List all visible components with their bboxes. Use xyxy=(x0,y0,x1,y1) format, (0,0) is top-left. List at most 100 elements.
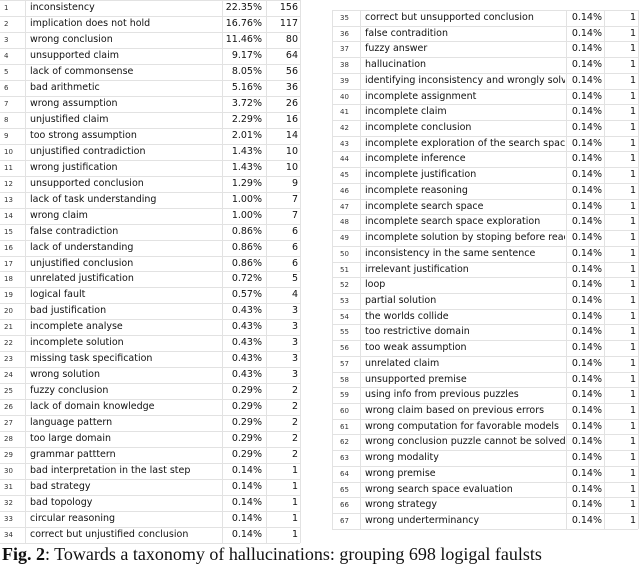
row-rule xyxy=(0,511,300,513)
row-rule xyxy=(0,63,300,65)
row-number: 15 xyxy=(4,227,13,236)
percentage: 0.14% xyxy=(571,342,602,354)
row-number: 53 xyxy=(340,296,349,305)
percentage: 0.14% xyxy=(571,467,602,479)
row-number: 59 xyxy=(340,391,349,400)
percentage: 0.14% xyxy=(571,43,602,55)
count: 1 xyxy=(629,294,636,306)
percentage: 0.14% xyxy=(231,529,262,540)
percentage: 0.14% xyxy=(571,326,602,338)
percentage: 0.14% xyxy=(571,483,602,495)
row-number: 47 xyxy=(340,202,349,211)
category-label: unjustified conclusion xyxy=(30,257,134,269)
percentage: 1.00% xyxy=(231,193,262,205)
count: 26 xyxy=(285,97,298,109)
row-number: 7 xyxy=(4,99,9,108)
count: 2 xyxy=(291,401,298,413)
row-number: 31 xyxy=(4,483,13,492)
category-label: incomplete assignment xyxy=(365,90,477,102)
count: 1 xyxy=(629,27,636,39)
percentage: 0.29% xyxy=(231,449,262,461)
count: 156 xyxy=(279,2,298,13)
percentage: 0.14% xyxy=(571,405,602,416)
category-label: correct but unsupported conclusion xyxy=(365,12,534,23)
category-label: wrong conclusion xyxy=(30,33,113,45)
percentage: 0.43% xyxy=(231,305,262,317)
row-number: 23 xyxy=(4,355,13,364)
count: 1 xyxy=(291,513,298,525)
count: 3 xyxy=(291,353,298,365)
count: 7 xyxy=(291,209,298,221)
row-rule xyxy=(332,418,638,420)
category-label: too strong assumption xyxy=(30,129,137,141)
category-label: correct but unjustified conclusion xyxy=(30,529,189,540)
category-label: bad justification xyxy=(30,305,107,317)
category-label: wrong search space evaluation xyxy=(365,483,513,495)
category-label: wrong strategy xyxy=(365,499,437,511)
row-rule xyxy=(332,387,638,389)
row-rule xyxy=(332,104,638,106)
count: 1 xyxy=(629,279,636,291)
category-label: unsupported premise xyxy=(365,373,467,385)
row-rule xyxy=(332,355,638,357)
category-label: language pattern xyxy=(30,417,113,429)
row-number: 22 xyxy=(4,339,13,348)
row-number: 14 xyxy=(4,211,13,220)
row-rule xyxy=(332,481,638,483)
row-rule xyxy=(332,182,638,184)
percentage: 0.14% xyxy=(571,515,602,527)
count: 1 xyxy=(629,420,636,432)
row-rule xyxy=(0,143,300,145)
category-label: logical fault xyxy=(30,289,86,301)
row-number: 21 xyxy=(4,323,13,332)
row-rule xyxy=(0,367,300,369)
percentage: 1.00% xyxy=(231,209,262,221)
count: 16 xyxy=(285,113,298,125)
percentage: 0.14% xyxy=(571,389,602,401)
count: 10 xyxy=(285,161,298,173)
row-number: 66 xyxy=(340,501,349,510)
percentage: 0.29% xyxy=(231,417,262,429)
row-rule xyxy=(332,308,638,310)
row-number: 6 xyxy=(4,83,9,92)
row-number: 51 xyxy=(340,265,349,274)
caption-label: Fig. 2 xyxy=(2,544,45,564)
category-label: incomplete justification xyxy=(365,169,477,181)
row-rule xyxy=(0,127,300,129)
category-label: bad topology xyxy=(30,497,93,509)
percentage: 22.35% xyxy=(225,2,262,13)
percentage: 5.16% xyxy=(231,81,262,93)
caption: Fig. 2: Towards a taxonomy of hallucinat… xyxy=(2,544,542,565)
percentage: 11.46% xyxy=(225,33,262,45)
count: 6 xyxy=(291,225,298,237)
row-rule xyxy=(332,88,638,90)
col-rule xyxy=(25,0,26,543)
row-number: 64 xyxy=(340,469,349,478)
row-rule xyxy=(332,198,638,200)
count: 3 xyxy=(291,369,298,381)
percentage: 0.14% xyxy=(571,153,602,165)
count: 1 xyxy=(629,436,636,448)
count: 7 xyxy=(291,193,298,205)
percentage: 0.14% xyxy=(571,310,602,322)
category-label: incomplete exploration of the search spa… xyxy=(365,137,565,149)
count: 1 xyxy=(629,405,636,416)
percentage: 0.57% xyxy=(231,289,262,301)
category-label: inconsistency in the same sentence xyxy=(365,247,536,259)
category-label: wrong justification xyxy=(30,161,118,173)
count: 1 xyxy=(629,216,636,228)
col-rule xyxy=(638,10,639,529)
percentage: 0.43% xyxy=(231,321,262,333)
count: 5 xyxy=(291,273,298,285)
row-rule xyxy=(332,340,638,342)
row-number: 13 xyxy=(4,195,13,204)
row-number: 10 xyxy=(4,147,13,156)
percentage: 8.05% xyxy=(231,65,262,77)
row-number: 17 xyxy=(4,259,13,268)
percentage: 0.14% xyxy=(231,481,262,493)
count: 1 xyxy=(629,200,636,212)
count: 1 xyxy=(629,59,636,71)
percentage: 0.14% xyxy=(231,497,262,509)
count: 14 xyxy=(285,129,298,141)
row-number: 62 xyxy=(340,438,349,447)
